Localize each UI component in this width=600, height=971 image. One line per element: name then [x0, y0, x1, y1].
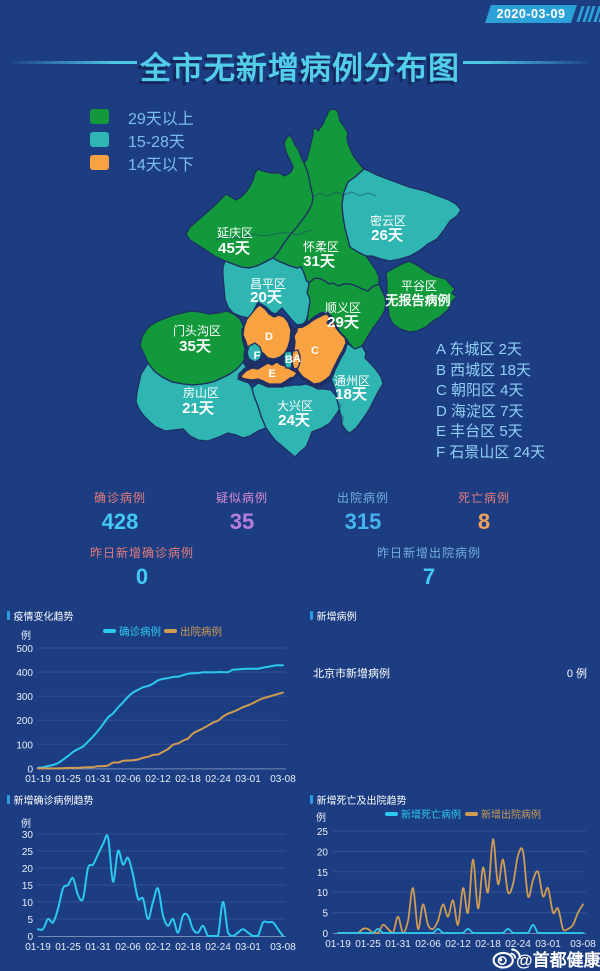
- svg-text:5: 5: [27, 915, 33, 926]
- svg-text:例: 例: [21, 817, 31, 830]
- svg-text:确诊病例: 确诊病例: [119, 625, 161, 638]
- svg-text:31天: 31天: [303, 253, 336, 270]
- svg-text:延庆区: 延庆区: [217, 226, 253, 240]
- svg-text:30: 30: [22, 830, 34, 841]
- svg-text:门头沟区: 门头沟区: [173, 323, 221, 338]
- svg-text:15: 15: [22, 881, 34, 892]
- svg-text:02-24: 02-24: [205, 774, 231, 785]
- svg-text:01-25: 01-25: [355, 939, 381, 950]
- svg-text:出院病例: 出院病例: [180, 625, 222, 638]
- svg-text:例: 例: [21, 629, 31, 642]
- svg-text:0: 0: [27, 764, 33, 775]
- svg-text:03-08: 03-08: [570, 939, 596, 950]
- svg-text:200: 200: [16, 716, 33, 727]
- svg-text:45天: 45天: [218, 240, 251, 257]
- svg-text:通州区: 通州区: [334, 374, 370, 388]
- svg-text:400: 400: [16, 668, 33, 679]
- svg-text:01-19: 01-19: [325, 939, 351, 950]
- svg-text:03-01: 03-01: [235, 942, 261, 953]
- svg-text:D: D: [265, 331, 273, 343]
- svg-text:01-19: 01-19: [25, 774, 51, 785]
- svg-text:E: E: [268, 368, 275, 380]
- svg-text:大兴区: 大兴区: [277, 399, 313, 413]
- svg-text:02-18: 02-18: [175, 942, 201, 953]
- svg-text:02-12: 02-12: [445, 939, 471, 950]
- svg-text:03-08: 03-08: [270, 942, 296, 953]
- svg-text:例: 例: [316, 811, 326, 824]
- svg-text:02-24: 02-24: [505, 939, 531, 950]
- svg-text:0: 0: [27, 932, 33, 943]
- svg-text:20: 20: [22, 864, 34, 875]
- svg-text:02-06: 02-06: [115, 942, 141, 953]
- svg-text:新增死亡病例: 新增死亡病例: [401, 808, 461, 821]
- svg-text:B: B: [285, 354, 293, 366]
- svg-text:300: 300: [16, 692, 33, 703]
- svg-text:01-31: 01-31: [85, 774, 111, 785]
- svg-text:100: 100: [16, 740, 33, 751]
- svg-text:密云区: 密云区: [370, 213, 406, 228]
- svg-text:24天: 24天: [278, 412, 311, 429]
- svg-text:01-25: 01-25: [55, 942, 81, 953]
- svg-text:A: A: [293, 353, 301, 365]
- svg-text:02-12: 02-12: [145, 774, 171, 785]
- svg-text:F: F: [254, 350, 261, 362]
- svg-text:0: 0: [322, 929, 328, 940]
- svg-text:平谷区: 平谷区: [401, 279, 437, 293]
- svg-text:5: 5: [322, 909, 328, 920]
- svg-text:29天: 29天: [327, 314, 360, 331]
- svg-text:35天: 35天: [179, 338, 212, 355]
- svg-text:10: 10: [22, 898, 34, 909]
- svg-text:C: C: [311, 345, 319, 357]
- svg-text:01-31: 01-31: [85, 942, 111, 953]
- svg-text:02-24: 02-24: [205, 942, 231, 953]
- svg-text:03-01: 03-01: [235, 774, 261, 785]
- svg-text:01-19: 01-19: [25, 942, 51, 953]
- svg-text:26天: 26天: [371, 227, 404, 244]
- svg-text:无报告病例: 无报告病例: [384, 293, 450, 308]
- svg-text:25: 25: [22, 847, 34, 858]
- svg-text:顺义区: 顺义区: [325, 301, 361, 315]
- svg-text:02-06: 02-06: [115, 774, 141, 785]
- svg-text:02-18: 02-18: [175, 774, 201, 785]
- svg-text:21天: 21天: [182, 400, 215, 417]
- svg-text:02-06: 02-06: [415, 939, 441, 950]
- svg-text:03-01: 03-01: [535, 939, 561, 950]
- svg-text:新增出院病例: 新增出院病例: [481, 808, 541, 821]
- svg-text:01-31: 01-31: [385, 939, 411, 950]
- svg-text:01-25: 01-25: [55, 774, 81, 785]
- svg-text:500: 500: [16, 644, 33, 655]
- svg-text:15: 15: [317, 868, 329, 879]
- svg-text:18天: 18天: [335, 386, 368, 403]
- svg-text:25: 25: [317, 827, 329, 838]
- svg-text:02-12: 02-12: [145, 942, 171, 953]
- svg-text:02-18: 02-18: [475, 939, 501, 950]
- svg-text:20: 20: [317, 847, 329, 858]
- svg-text:03-08: 03-08: [270, 774, 296, 785]
- svg-text:房山区: 房山区: [183, 385, 219, 400]
- svg-text:10: 10: [317, 888, 329, 899]
- svg-text:20天: 20天: [250, 289, 283, 306]
- svg-text:昌平区: 昌平区: [250, 277, 286, 291]
- svg-text:怀柔区: 怀柔区: [303, 240, 339, 254]
